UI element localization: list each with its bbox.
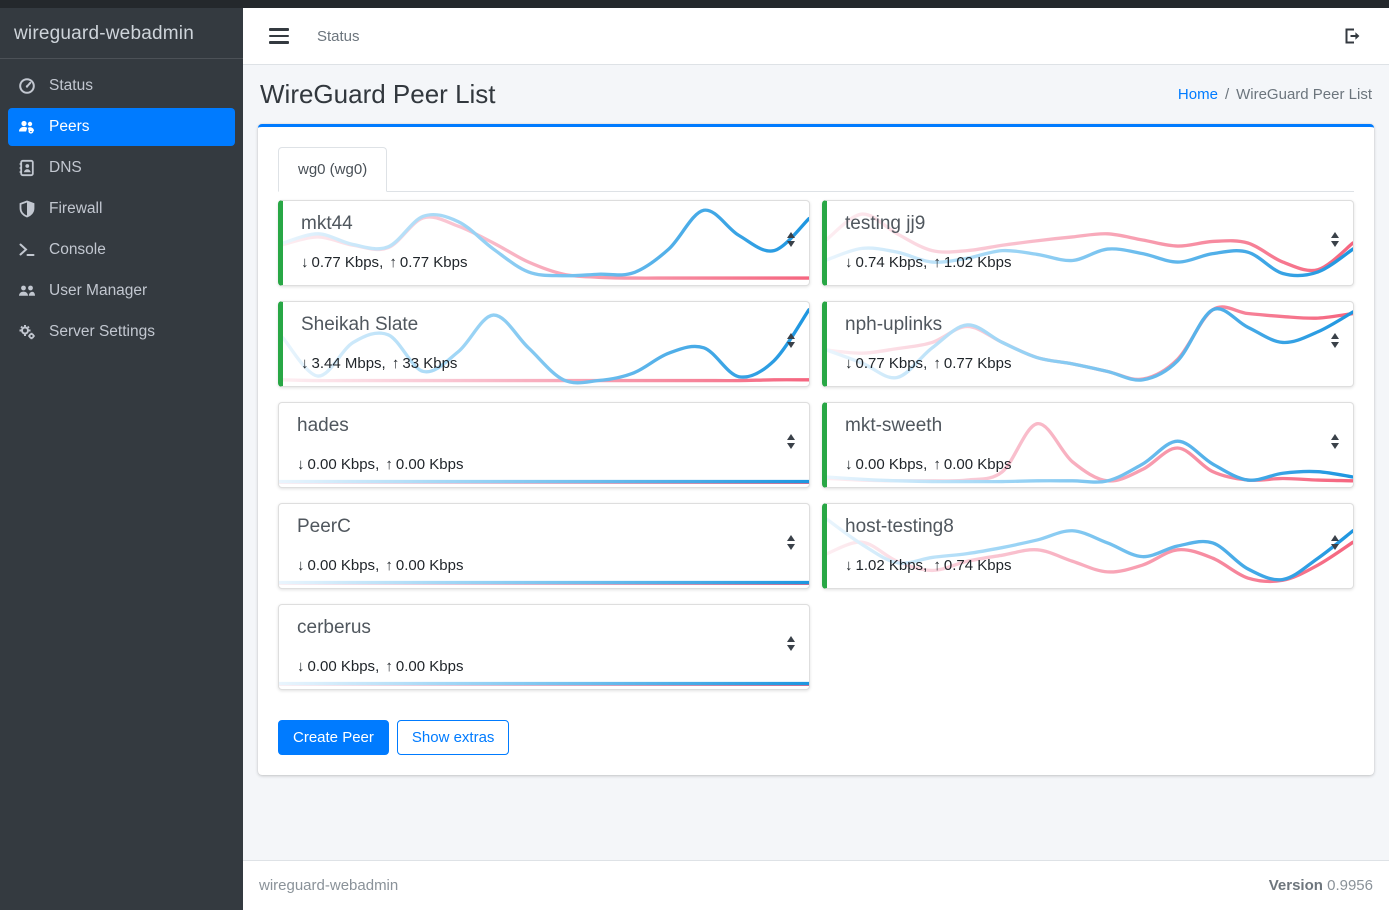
traffic-sparkline [827,422,1353,484]
traffic-sparkline [827,305,1353,382]
sidebar-item-label: DNS [49,159,82,176]
sidebar-item-label: Firewall [49,200,103,217]
interface-tab-bar: wg0 (wg0) [278,147,1354,192]
peer-column-left: mkt44 ↓ 0.77 Kbps, ↑ 0.77 Kbps Sheikah Sla… [278,200,810,705]
breadcrumb-separator: / [1224,86,1230,103]
tab-wg0[interactable]: wg0 (wg0) [278,147,388,192]
page-title: WireGuard Peer List [260,79,496,109]
breadcrumb-current: WireGuard Peer List [1236,86,1372,103]
gears-icon [16,323,38,341]
sidebar-item-label: Status [49,77,93,94]
sidebar-item-label: Console [49,241,106,258]
peer-card-nph-uplinks[interactable]: nph-uplinks ↓ 0.77 Kbps, ↑ 0.77 Kbps [822,301,1354,387]
breadcrumb: Home / WireGuard Peer List [1178,86,1372,103]
traffic-sparkline [279,681,809,686]
sidebar-item-dns[interactable]: DNS [8,149,235,187]
sidebar-item-server-settings[interactable]: Server Settings [8,313,235,351]
footer: wireguard-webadmin Version 0.9956 [243,860,1389,910]
tachometer-icon [16,77,38,95]
sidebar-item-console[interactable]: Console [8,231,235,269]
sort-icon[interactable] [787,531,795,554]
peer-card-host-testing8[interactable]: host-testing8 ↓ 1.02 Kbps, ↑ 0.74 Kbps [822,503,1354,589]
traffic-sparkline [279,479,809,484]
logout-icon[interactable] [1331,21,1373,51]
page-top-strip [0,0,1389,8]
sidebar-item-status[interactable]: Status [8,67,235,105]
sort-icon[interactable] [1331,329,1339,352]
navbar-status-link[interactable]: Status [317,27,360,45]
sort-icon[interactable] [787,430,795,453]
sort-icon[interactable] [1331,228,1339,251]
terminal-icon [16,241,38,259]
sidebar-item-label: User Manager [49,282,148,299]
users-icon [16,282,38,300]
sort-icon[interactable] [787,228,795,251]
top-navbar: Status [243,8,1389,65]
peer-card-cerberus[interactable]: cerberus ↓ 0.00 Kbps, ↑ 0.00 Kbps [278,604,810,690]
footer-brand: wireguard-webadmin [259,877,399,894]
peer-card-mkt44[interactable]: mkt44 ↓ 0.77 Kbps, ↑ 0.77 Kbps [278,200,810,286]
sidebar-item-user-manager[interactable]: User Manager [8,272,235,310]
traffic-sparkline [279,580,809,585]
content-area: WireGuard Peer List Home / WireGuard Pee… [243,65,1389,860]
brand-title[interactable]: wireguard-webadmin [0,8,243,59]
traffic-sparkline [827,212,1353,278]
hamburger-menu-icon[interactable] [269,28,289,44]
peer-card-sheikah-slate[interactable]: Sheikah Slate ↓ 3.44 Mbps, ↑ 33 Kbps [278,301,810,387]
footer-version-label: Version [1268,877,1323,894]
peer-card-peerc[interactable]: PeerC ↓ 0.00 Kbps, ↑ 0.00 Kbps [278,503,810,589]
traffic-sparkline [283,308,809,385]
sort-icon[interactable] [1331,531,1339,554]
traffic-sparkline [283,208,809,280]
create-peer-button[interactable]: Create Peer [278,720,389,755]
show-extras-button[interactable]: Show extras [396,720,510,755]
peer-card-testing-jj9[interactable]: testing jj9 ↓ 0.74 Kbps, ↑ 1.02 Kbps [822,200,1354,286]
sidebar: wireguard-webadmin Status Peers DNS [0,8,243,910]
sort-icon[interactable] [787,329,795,352]
peer-card-hades[interactable]: hades ↓ 0.00 Kbps, ↑ 0.00 Kbps [278,402,810,488]
sort-icon[interactable] [787,632,795,655]
shield-icon [16,200,38,218]
peer-list-card: wg0 (wg0) mkt44 ↓ 0.77 Kbps, ↑ 0.77 Kbps [258,124,1374,775]
breadcrumb-home-link[interactable]: Home [1177,86,1218,103]
peer-column-right: testing jj9 ↓ 0.74 Kbps, ↑ 1.02 Kbps nph-u… [822,200,1354,705]
sidebar-item-peers[interactable]: Peers [8,108,235,146]
sidebar-item-firewall[interactable]: Firewall [8,190,235,228]
address-book-icon [16,159,38,177]
footer-version-number: 0.9956 [1327,877,1373,894]
peer-card-mkt-sweeth[interactable]: mkt-sweeth ↓ 0.00 Kbps, ↑ 0.00 Kbps [822,402,1354,488]
users-gear-icon [16,118,38,136]
sort-icon[interactable] [1331,430,1339,453]
peer-grid: mkt44 ↓ 0.77 Kbps, ↑ 0.77 Kbps Sheikah Sla… [278,200,1354,705]
traffic-sparkline [827,517,1353,584]
sidebar-nav: Status Peers DNS Firewall [0,59,243,362]
footer-version: Version 0.9956 [1269,877,1373,894]
sidebar-item-label: Peers [49,118,90,135]
sidebar-item-label: Server Settings [49,323,155,340]
